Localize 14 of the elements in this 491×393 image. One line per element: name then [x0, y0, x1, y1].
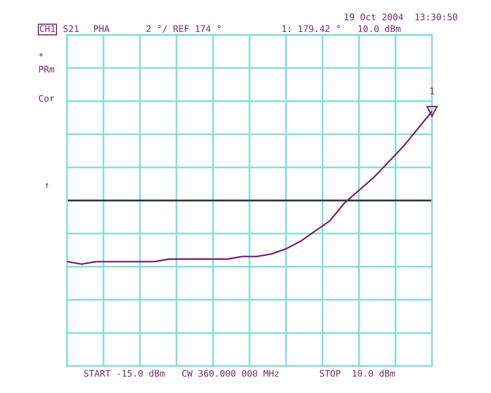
text: * [39, 52, 43, 57]
text: S21 [63, 25, 79, 32]
text: Cor [38, 94, 54, 102]
text: 2 °/ REF 174 ° [146, 25, 221, 33]
text: CH1 [40, 25, 55, 32]
text: 10.0 dBm [358, 25, 400, 32]
text: START -15.0 dBm [84, 370, 165, 377]
text: 19 Oct 2004 13:30:50 [344, 14, 458, 20]
text: PRm [39, 66, 54, 72]
text: STOP 10.0 dBm [320, 370, 395, 377]
text: 1: 179.42 ° [282, 25, 340, 32]
text: ↑ [45, 183, 48, 188]
text: CW 360.000 000 MHz [182, 370, 279, 377]
text: PHA [94, 25, 110, 32]
